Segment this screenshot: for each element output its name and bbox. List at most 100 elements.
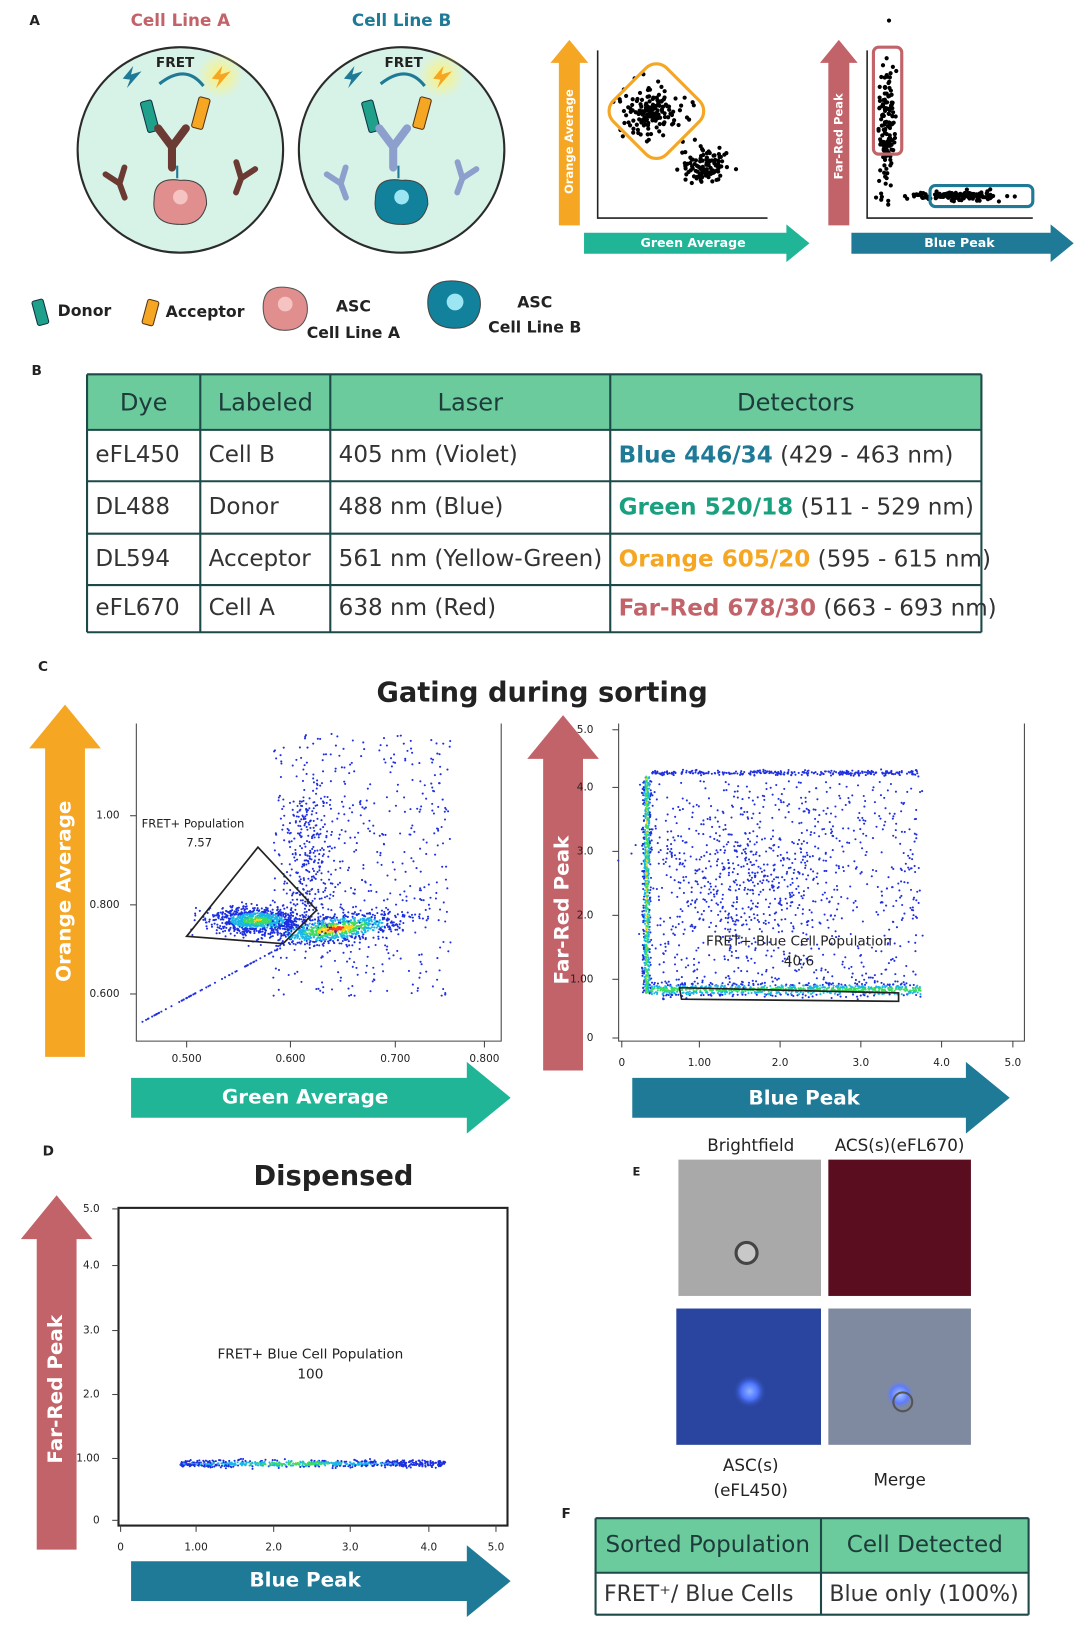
dot <box>620 134 625 139</box>
event <box>370 915 373 918</box>
dot <box>631 126 636 131</box>
event <box>365 799 368 802</box>
event <box>647 819 650 822</box>
event <box>322 913 325 916</box>
event <box>321 759 324 762</box>
event <box>243 909 246 912</box>
event <box>346 960 349 963</box>
dot <box>886 202 891 207</box>
event <box>301 937 304 940</box>
event <box>662 997 665 1000</box>
event <box>740 989 743 993</box>
dot <box>659 99 664 104</box>
event <box>789 985 792 988</box>
event <box>347 923 351 926</box>
event <box>202 918 205 921</box>
label: Donor <box>58 301 112 320</box>
event <box>194 912 197 915</box>
event <box>210 925 214 928</box>
dot <box>660 104 666 109</box>
event <box>243 919 246 922</box>
dot <box>633 110 638 115</box>
gate-label: FRET+ Population <box>142 817 245 831</box>
event <box>322 938 325 941</box>
event <box>303 907 307 910</box>
event <box>915 833 918 836</box>
dot <box>646 126 651 131</box>
event <box>219 924 222 928</box>
table-header-cell: Laser <box>438 389 504 417</box>
event <box>390 930 393 933</box>
event <box>386 908 390 911</box>
event <box>290 941 294 944</box>
event <box>254 922 257 925</box>
dot <box>640 117 645 123</box>
event <box>851 993 855 996</box>
event <box>781 876 784 879</box>
event <box>872 994 876 997</box>
dot <box>630 97 635 102</box>
event <box>426 917 430 920</box>
event <box>386 919 389 922</box>
dot <box>693 158 699 163</box>
event <box>304 815 307 818</box>
event <box>311 899 314 903</box>
event <box>912 983 915 987</box>
event <box>443 818 447 821</box>
event <box>410 857 413 860</box>
event <box>307 924 310 927</box>
event <box>333 959 336 962</box>
dot <box>882 163 887 168</box>
event <box>647 974 650 977</box>
event <box>265 921 268 924</box>
event <box>294 908 297 911</box>
dot <box>988 187 993 192</box>
event <box>806 984 809 987</box>
event <box>346 869 350 872</box>
event <box>379 744 382 747</box>
event <box>313 941 316 944</box>
event <box>308 857 311 860</box>
event <box>256 916 259 919</box>
event <box>656 984 659 987</box>
event <box>741 983 744 986</box>
label: ASC <box>336 297 371 316</box>
event <box>371 980 374 983</box>
event <box>385 906 388 909</box>
dot <box>647 94 652 99</box>
event <box>310 929 314 932</box>
event <box>387 912 390 915</box>
event <box>401 929 404 932</box>
event <box>391 861 394 864</box>
event <box>650 848 653 851</box>
event <box>909 984 912 987</box>
dot <box>888 88 893 93</box>
event <box>240 926 244 929</box>
event <box>328 850 331 853</box>
event <box>642 906 645 909</box>
event <box>646 958 649 962</box>
event <box>330 919 333 922</box>
event <box>306 890 309 893</box>
event <box>888 993 891 996</box>
event <box>288 923 291 926</box>
event <box>260 913 263 916</box>
event <box>315 792 318 795</box>
event <box>317 916 320 919</box>
event <box>298 929 301 932</box>
event <box>309 826 312 829</box>
event <box>229 926 232 929</box>
event <box>884 986 887 989</box>
event <box>345 932 348 935</box>
event <box>241 930 244 933</box>
event <box>306 929 310 932</box>
event <box>646 845 649 848</box>
event <box>293 937 296 940</box>
event <box>649 956 652 959</box>
event <box>308 918 311 921</box>
event <box>305 884 308 887</box>
event <box>382 970 385 973</box>
event <box>280 762 283 765</box>
event <box>315 812 318 815</box>
event <box>314 877 317 880</box>
